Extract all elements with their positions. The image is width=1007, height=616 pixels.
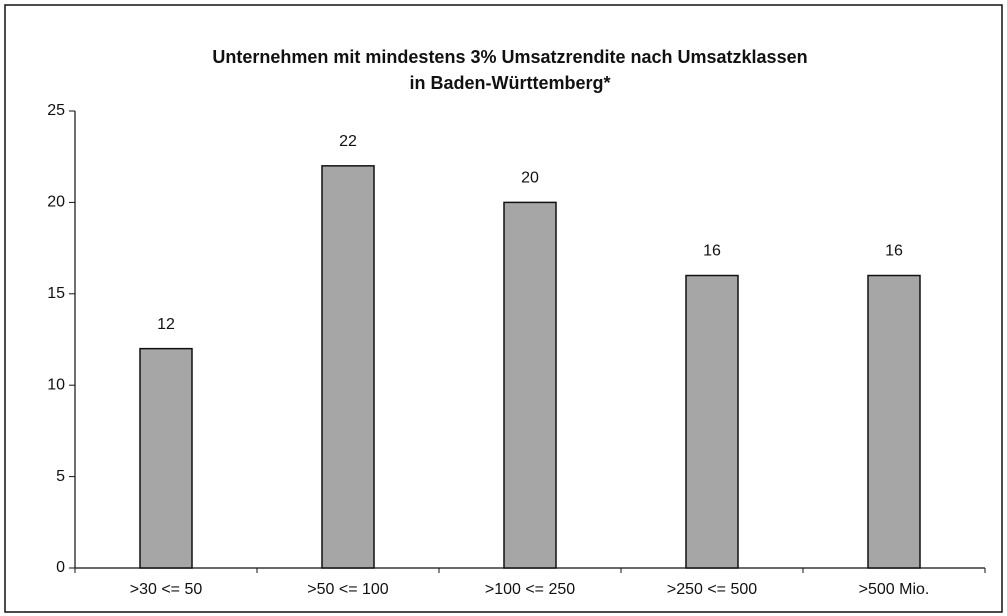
y-tick-label: 20 — [47, 194, 65, 211]
bar — [503, 201, 557, 569]
data-label: 20 — [521, 170, 539, 187]
y-tick-label: 0 — [56, 559, 65, 576]
y-tick-label: 15 — [47, 285, 65, 302]
x-tick-label: >50 <= 100 — [307, 581, 389, 598]
x-tick-label: >500 Mio. — [859, 581, 930, 598]
y-tick-label: 10 — [47, 376, 65, 393]
x-tick-label: >30 <= 50 — [130, 581, 203, 598]
bar — [867, 274, 921, 569]
bar — [685, 274, 739, 569]
data-label: 16 — [703, 243, 721, 260]
bar — [139, 347, 193, 569]
data-label: 16 — [885, 243, 903, 260]
chart-title: in Baden-Württemberg* — [409, 73, 610, 93]
y-tick-label: 25 — [47, 102, 65, 119]
y-tick-label: 5 — [56, 468, 65, 485]
x-tick-label: >100 <= 250 — [485, 581, 575, 598]
data-label: 22 — [339, 133, 357, 150]
x-tick-label: >250 <= 500 — [667, 581, 757, 598]
data-label: 12 — [157, 316, 175, 333]
chart-title: Unternehmen mit mindestens 3% Umsatzrend… — [212, 47, 807, 67]
bar — [321, 165, 375, 569]
